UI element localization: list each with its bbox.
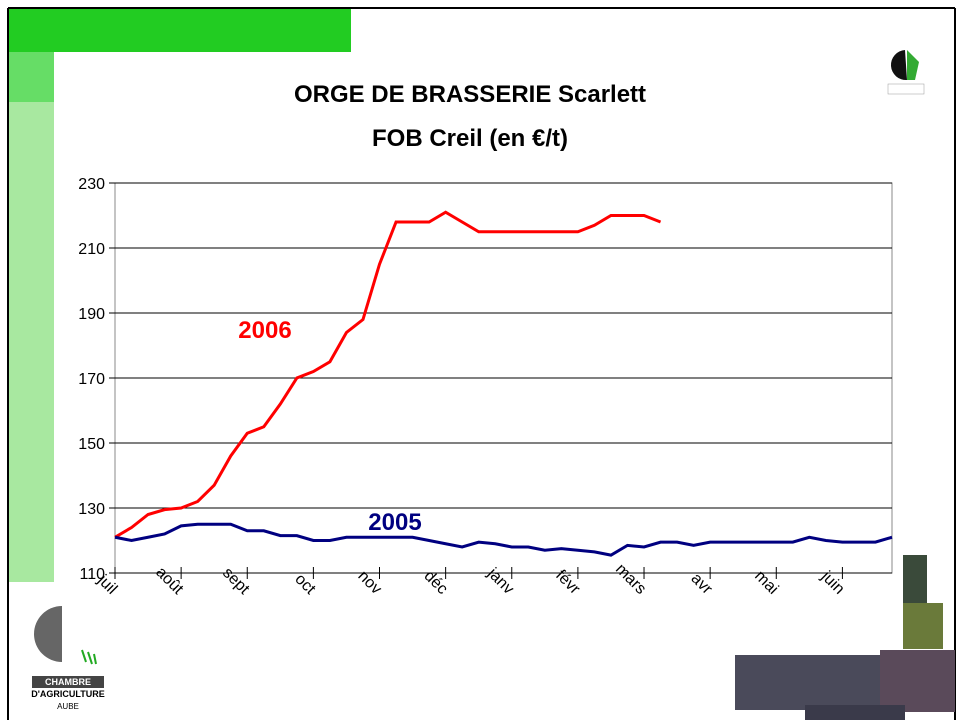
y-tick-label: 170 (78, 371, 105, 388)
logo-text: CHAMBRE (45, 677, 91, 687)
green-band (8, 102, 54, 582)
y-tick-label: 130 (78, 501, 105, 518)
chart-subtitle: FOB Creil (en €/t) (372, 125, 568, 152)
y-tick-label: 190 (78, 306, 105, 323)
y-tick-label: 150 (78, 436, 105, 453)
chart-title: ORGE DE BRASSERIE Scarlett (294, 81, 646, 108)
logo-text: AUBE (57, 702, 79, 711)
green-band (8, 52, 54, 102)
series-label: 2006 (238, 317, 291, 344)
series-label: 2005 (368, 509, 421, 536)
slide: ORGE DE BRASSERIE Scarlett FOB Creil (en… (0, 0, 963, 722)
background (0, 0, 963, 722)
logo-text: D'AGRICULTURE (31, 689, 104, 699)
y-tick-label: 210 (78, 241, 105, 258)
y-tick-label: 230 (78, 176, 105, 193)
green-band (8, 8, 351, 52)
